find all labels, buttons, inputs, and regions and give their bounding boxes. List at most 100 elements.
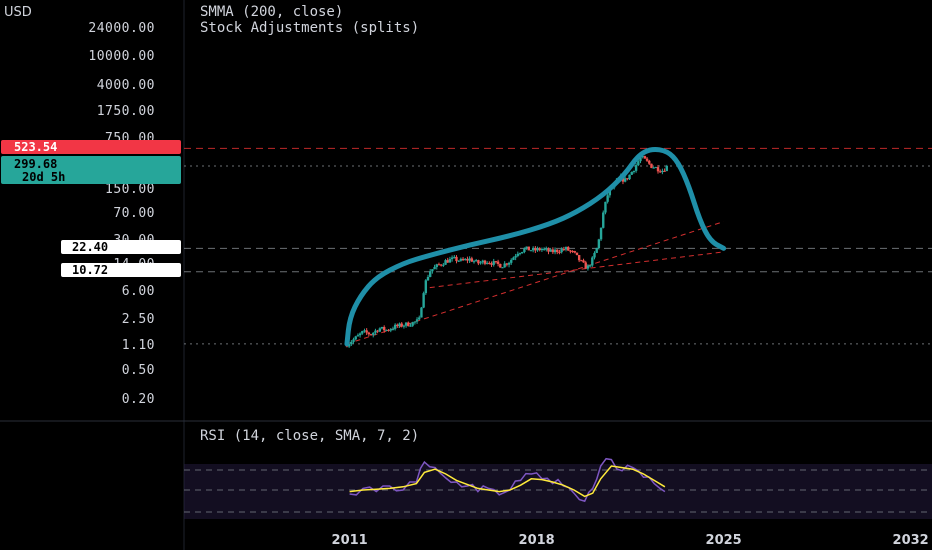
candle-body [428,271,432,277]
candle-body [560,249,563,253]
candle-body [501,267,504,269]
rsi-indicator-label[interactable]: RSI (14, close, SMA, 7, 2) [200,428,419,444]
candle-body [435,264,438,268]
y-tick-label: 150.00 [105,182,155,197]
candle-body [361,331,364,334]
candle-body [404,322,408,326]
candle-body [514,255,517,258]
candle-body [477,260,480,264]
candle-body [630,172,633,175]
candle-body [547,248,550,252]
price-badge-current: 299.68 20d 5h [1,156,181,184]
y-tick-label: 1750.00 [97,104,155,119]
y-tick-label: 10000.00 [88,49,155,64]
candle-body [573,251,576,253]
candle-body [409,325,412,327]
candle-body [551,249,555,253]
candle-body [623,178,627,182]
candle-body [407,322,410,327]
candle-body [367,332,371,335]
price-badge-support-2-bg [61,263,181,277]
candle-body [632,170,636,173]
candle-body [529,250,533,252]
candle-body [481,260,484,263]
candle-body [531,248,535,251]
price-badge-support-2: 10.72 [61,263,181,277]
candle-body [586,265,590,269]
candle-body [575,252,579,256]
candle-body [540,248,544,251]
candle-body [593,252,596,258]
trendline [429,251,724,289]
candle-body [352,339,355,342]
candle-body [446,260,449,263]
candle-body [643,156,647,159]
y-tick-label: 2.50 [122,312,155,327]
candle-body [411,322,414,326]
candle-body [569,250,572,252]
candle-body [582,260,585,263]
candle-body [661,170,664,173]
candle-body [380,326,384,329]
candle-body [466,259,469,261]
y-tick-label: 0.20 [122,392,155,407]
y-tick-label: 1.10 [122,338,155,353]
trendlines [346,221,724,345]
candle-body [356,335,360,337]
candle-body [374,330,377,333]
candle-body [448,259,452,263]
candle-body [418,317,421,320]
candle-body [420,307,423,318]
candle-body [512,257,515,260]
candle-body [350,341,353,344]
candle-body [378,328,382,332]
candle-body [595,248,598,253]
candle-body [490,263,493,265]
candle-body [459,258,463,261]
candle-body [558,252,561,254]
candle-body [494,261,498,263]
candle-body [453,256,456,258]
candle-body [393,324,397,329]
price-badge-support-1-text: 22.40 [72,240,108,254]
candle-body [492,261,495,265]
candle-body [426,276,430,281]
indicator-splits-label[interactable]: Stock Adjustments (splits) [200,20,419,36]
candle-body [527,246,530,251]
x-tick-label: 2025 [706,533,742,548]
price-badge-current-text: 299.68 [14,157,57,171]
candle-body [656,167,660,172]
candle-body [424,280,428,294]
candle-body [538,248,541,251]
price-badge-countdown-text: 20d 5h [22,170,65,184]
candle-body [628,174,631,180]
y-tick-label: 0.50 [122,363,155,378]
price-badge-high: 523.54 [1,140,181,154]
candle-body [437,264,441,266]
rsi-line [349,457,666,503]
candle-body [604,201,607,213]
candle-body [626,178,629,180]
candle-body [385,329,388,331]
candle-body [542,248,546,250]
candle-body [648,160,651,164]
candle-body [505,263,509,265]
y-tick-label: 6.00 [122,284,155,299]
candle-body [372,332,375,335]
candle-body [354,336,357,340]
candle-body [464,259,467,261]
candle-body [571,250,574,252]
candle-body [510,259,513,263]
candle-body [415,319,419,322]
x-axis-ticks: 2011 2018 2025 2032 [332,533,929,548]
candle-body [654,167,658,169]
smma-line [344,146,727,347]
candle-body [461,258,465,261]
y-tick-label: 70.00 [113,206,155,221]
candle-body [496,261,500,264]
indicator-smma-label[interactable]: SMMA (200, close) [200,4,343,20]
rsi-lines [184,457,932,513]
smma-curve [344,146,727,347]
candle-body [400,323,403,327]
